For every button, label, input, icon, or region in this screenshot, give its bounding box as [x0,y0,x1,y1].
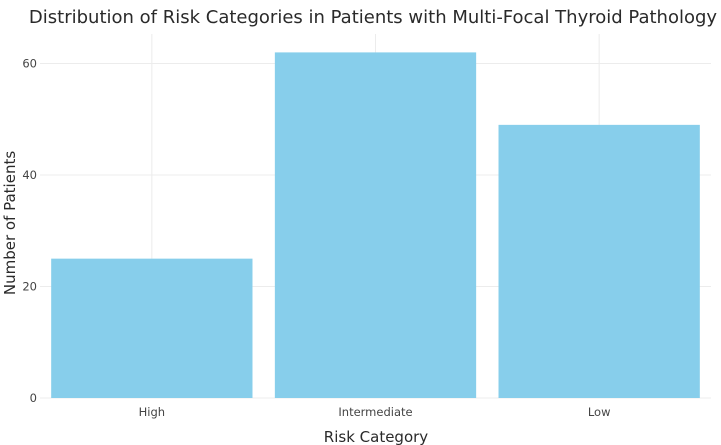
x-tick-label: Intermediate [338,405,412,419]
y-axis-label: Number of Patients [1,151,19,295]
y-tick-labels: 0 20 40 60 [22,57,37,405]
bar-low [498,124,700,398]
y-tick-label: 20 [22,280,37,294]
x-tick-label: Low [588,405,611,419]
x-tick-label: High [139,405,165,419]
bar-high [51,258,253,398]
x-tick-labels: High Intermediate Low [139,405,611,419]
bar-intermediate [274,52,477,398]
chart-title: Distribution of Risk Categories in Patie… [29,7,717,28]
y-tick-label: 60 [22,57,37,71]
y-tick-label: 0 [30,391,37,405]
x-axis-label: Risk Category [324,428,429,445]
y-tick-label: 40 [22,168,37,182]
bars-layer [51,52,700,398]
